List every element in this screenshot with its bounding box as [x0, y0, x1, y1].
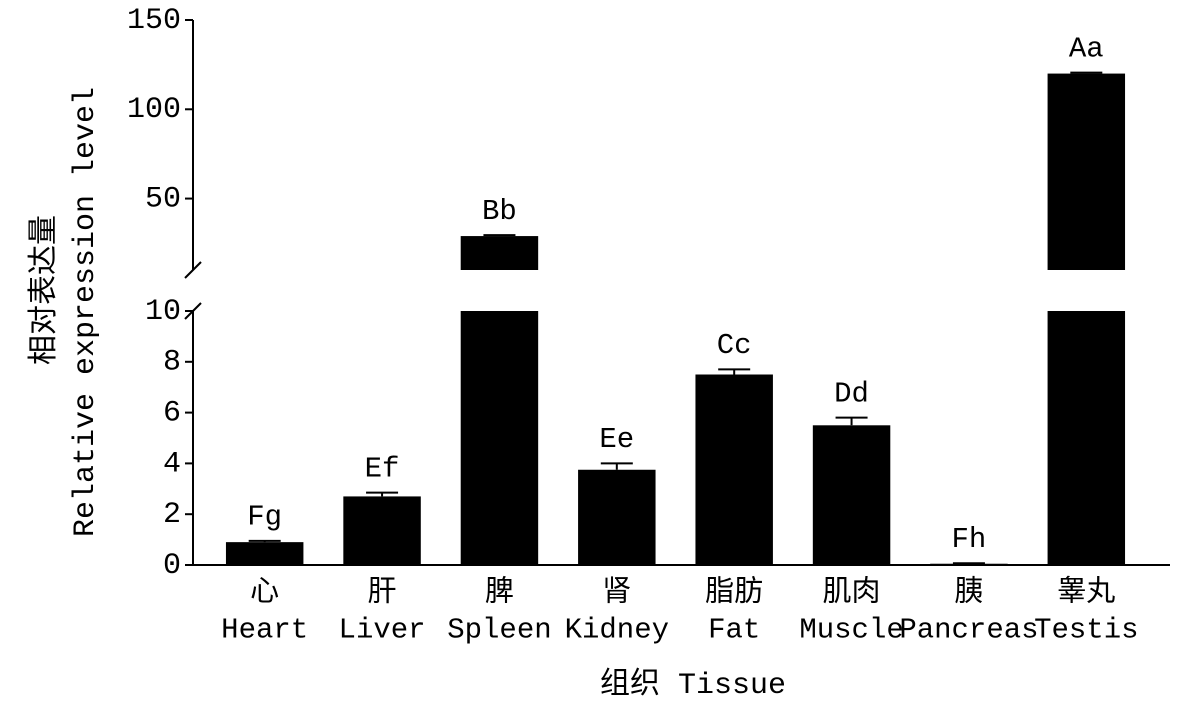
axis-break [184, 261, 202, 279]
bar [812, 425, 891, 565]
error-bar [483, 234, 516, 237]
error-bar [248, 539, 281, 543]
significance-label: Dd [834, 377, 869, 410]
x-tick-label: Liver [339, 614, 426, 647]
error-bar [600, 462, 633, 470]
x-tick-label: Pancreas [899, 614, 1038, 647]
significance-label: Ee [599, 423, 634, 456]
x-tick-label-zh: 肾 [602, 576, 631, 610]
bar-upper [460, 236, 539, 270]
y-tick-label: 100 [127, 93, 181, 127]
error-bar [1070, 71, 1103, 74]
significance-label: Fh [952, 523, 987, 556]
significance-label: Cc [717, 329, 752, 362]
x-tick-label: Heart [221, 614, 308, 647]
x-tick-label: Fat [708, 614, 760, 647]
y-tick-label: 50 [145, 182, 181, 216]
x-tick-label-zh: 心 [250, 576, 279, 610]
y-tick-label: 8 [163, 346, 181, 380]
error-bar [366, 491, 399, 497]
y-tick-label: 10 [145, 295, 181, 329]
y-tick-label: 150 [127, 4, 181, 38]
x-tick-label-zh: 脂肪 [705, 575, 763, 610]
y-tick-label: 0 [163, 549, 181, 583]
error-bar [952, 562, 985, 565]
significance-label: Ef [365, 452, 400, 485]
y-axis-title-zh: 相对表达量 [27, 215, 63, 365]
bar [225, 542, 304, 565]
x-tick-label: Spleen [447, 614, 551, 647]
bar-upper [1047, 73, 1126, 270]
x-tick-label-zh: 胰 [954, 575, 983, 610]
bar [343, 496, 421, 565]
x-tick-label-zh: 肌肉 [823, 575, 881, 610]
x-tick-label-zh: 睾丸 [1057, 575, 1115, 610]
significance-label: Bb [482, 195, 517, 228]
x-tick-label-zh: 肝 [368, 576, 397, 610]
significance-label: Aa [1069, 32, 1104, 65]
y-tick-label: 4 [163, 447, 181, 481]
y-axis-title: Relative expression level [69, 87, 103, 537]
y-tick-label: 2 [163, 498, 181, 532]
x-tick-label-zh: 脾 [485, 575, 514, 610]
bar [930, 563, 1008, 565]
x-tick-label: Muscle [799, 614, 903, 647]
bar [460, 311, 539, 565]
bar [695, 374, 773, 565]
error-bar [718, 368, 751, 375]
y-tick-label: 6 [163, 397, 181, 431]
significance-label: Fg [247, 501, 282, 534]
x-tick-label: Kidney [565, 614, 669, 647]
x-tick-label: Testis [1034, 614, 1138, 647]
error-bar [835, 416, 868, 426]
x-axis-title: 组织 Tissue [600, 667, 786, 703]
bar [578, 469, 656, 565]
bar [1047, 311, 1126, 565]
